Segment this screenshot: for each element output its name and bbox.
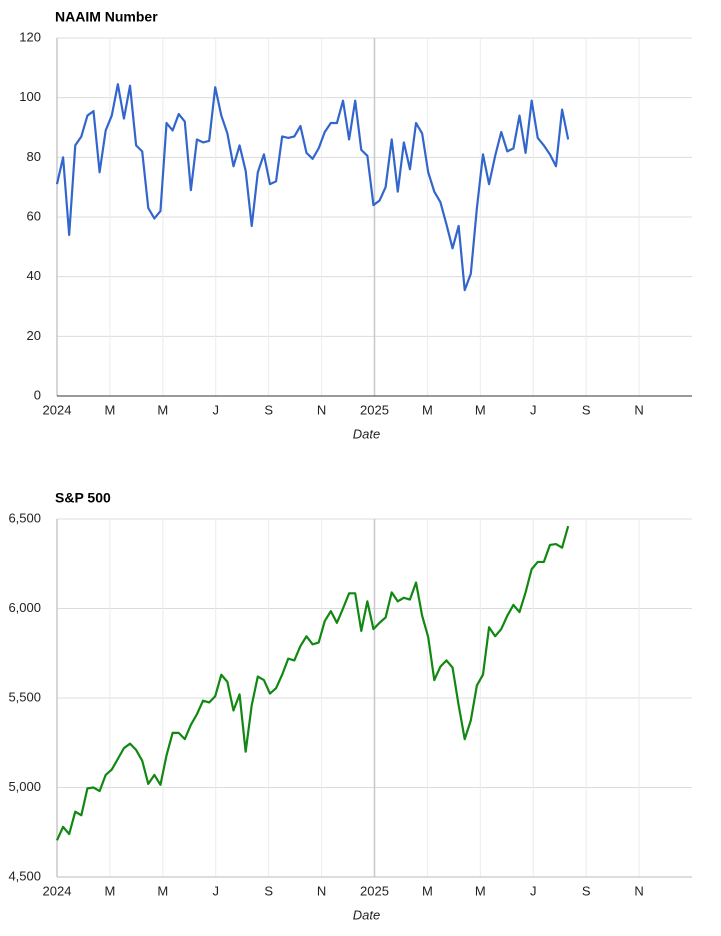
x-tick-label: M xyxy=(475,402,486,417)
x-tick-label: S xyxy=(582,402,591,417)
x-tick-label: M xyxy=(104,883,115,898)
x-tick-label: J xyxy=(530,883,537,898)
x-tick-label: M xyxy=(422,402,433,417)
x-tick-label: J xyxy=(530,402,537,417)
x-tick-label: J xyxy=(213,883,220,898)
y-tick-label: 40 xyxy=(27,268,41,283)
chart-title: S&P 500 xyxy=(55,490,111,506)
y-tick-label: 4,500 xyxy=(8,868,41,883)
y-tick-label: 80 xyxy=(27,149,41,164)
x-tick-label: M xyxy=(157,402,168,417)
x-tick-label: N xyxy=(634,883,643,898)
x-axis-title: Date xyxy=(353,907,380,922)
y-tick-label: 120 xyxy=(19,29,41,44)
y-tick-label: 60 xyxy=(27,208,41,223)
y-tick-label: 5,000 xyxy=(8,779,41,794)
x-tick-label: M xyxy=(422,883,433,898)
y-tick-label: 20 xyxy=(27,328,41,343)
y-tick-label: 100 xyxy=(19,89,41,104)
x-tick-label: 2025 xyxy=(360,402,389,417)
x-tick-label: M xyxy=(475,883,486,898)
x-tick-label: S xyxy=(264,883,273,898)
y-tick-label: 6,500 xyxy=(8,510,41,525)
chart-title: NAAIM Number xyxy=(55,9,158,25)
x-tick-label: N xyxy=(317,402,326,417)
x-tick-label: S xyxy=(582,883,591,898)
data-line xyxy=(55,525,570,841)
y-tick-label: 5,500 xyxy=(8,689,41,704)
x-tick-label: N xyxy=(317,883,326,898)
x-tick-label: S xyxy=(264,402,273,417)
x-tick-label: M xyxy=(157,883,168,898)
x-tick-label: 2024 xyxy=(43,883,72,898)
x-axis-title: Date xyxy=(353,426,380,441)
y-tick-label: 6,000 xyxy=(8,600,41,615)
x-tick-label: N xyxy=(634,402,643,417)
x-tick-label: J xyxy=(213,402,220,417)
x-tick-label: 2025 xyxy=(360,883,389,898)
x-tick-label: 2024 xyxy=(43,402,72,417)
data-line xyxy=(55,83,570,292)
y-tick-label: 0 xyxy=(34,387,41,402)
x-tick-label: M xyxy=(104,402,115,417)
